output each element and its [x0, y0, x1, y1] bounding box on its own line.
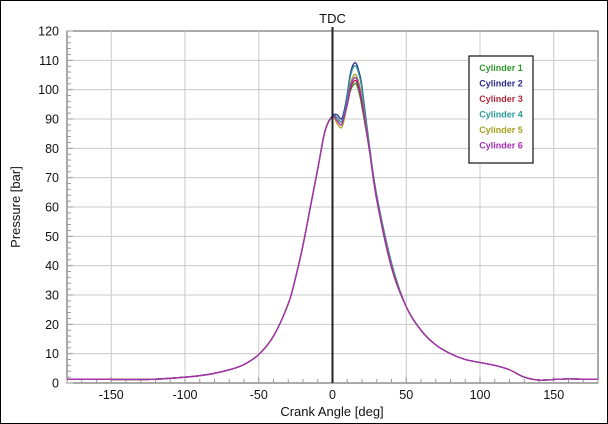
legend-box	[468, 55, 534, 164]
y-tick-label: 10	[45, 347, 59, 361]
x-tick-label: 100	[470, 388, 491, 402]
y-tick-label: 30	[45, 289, 59, 303]
y-tick-labels: 0 10 20 30 40 50 60 70 80 90 100 110 120	[38, 25, 59, 391]
y-tick-label: 60	[45, 201, 59, 215]
y-tick-label: 50	[45, 230, 59, 244]
legend-entry-cylinder-2: Cylinder 2	[479, 79, 523, 89]
y-tick-label: 100	[38, 83, 59, 97]
legend: Cylinder 1 Cylinder 2 Cylinder 3 Cylinder 4…	[468, 55, 534, 164]
y-tick-label: 20	[45, 318, 59, 332]
x-tick-label: -50	[250, 388, 268, 402]
y-tick-label: 90	[45, 113, 59, 127]
legend-entry-cylinder-5: Cylinder 5	[479, 125, 523, 135]
x-tick-label: 150	[543, 388, 564, 402]
legend-entry-cylinder-4: Cylinder 4	[479, 110, 523, 120]
legend-entry-cylinder-3: Cylinder 3	[479, 94, 523, 104]
y-tick-label: 110	[39, 54, 59, 68]
series-line-cylinder-6	[66, 76, 599, 381]
y-tick-label: 70	[45, 171, 59, 185]
x-tick-label: 0	[329, 388, 336, 402]
y-tick-label: 80	[45, 142, 59, 156]
x-tick-label: -100	[172, 388, 197, 402]
y-tick-label: 120	[38, 25, 59, 39]
x-axis-title: Crank Angle [deg]	[280, 404, 383, 419]
y-axis-title: Pressure [bar]	[8, 166, 23, 248]
legend-entry-cylinder-6: Cylinder 6	[479, 141, 523, 151]
y-tick-label: 40	[45, 259, 59, 273]
series-lines	[66, 62, 599, 381]
x-tick-label: 50	[399, 388, 413, 402]
legend-entry-cylinder-1: Cylinder 1	[479, 63, 523, 73]
y-tick-label: 0	[52, 377, 59, 391]
x-tick-labels: -150 -100 -50 0 50 100 150	[99, 388, 564, 402]
x-tick-label: -150	[99, 388, 124, 402]
tdc-annotation: TDC	[319, 11, 346, 26]
